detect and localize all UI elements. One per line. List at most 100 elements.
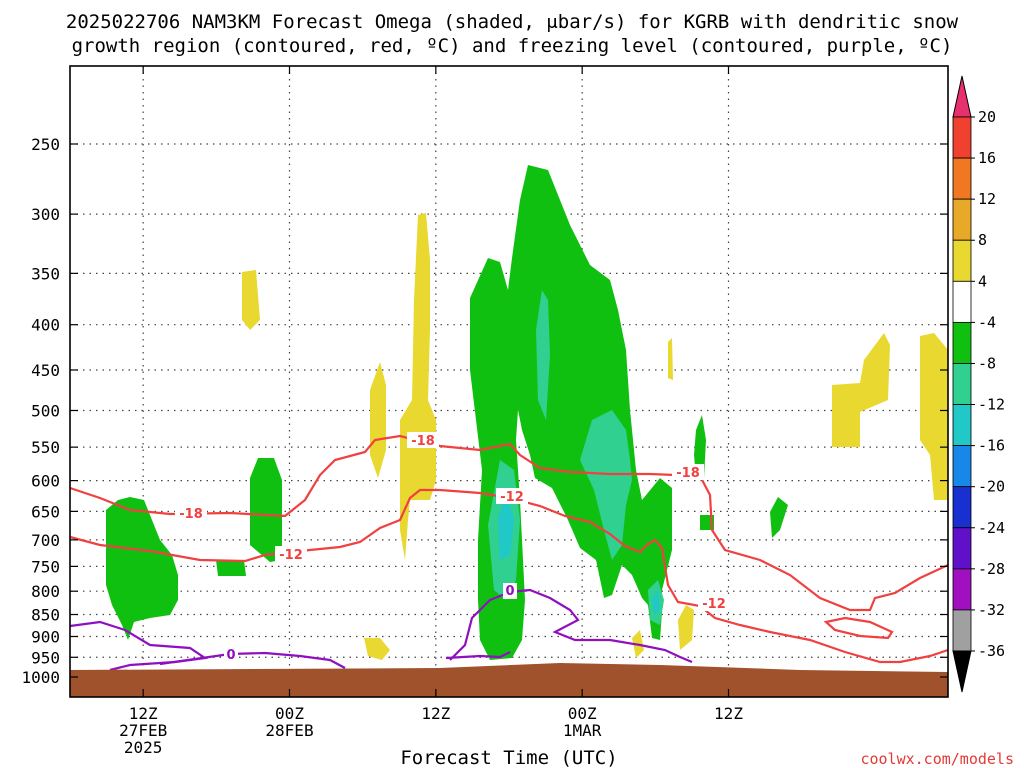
omega-region-teal	[536, 290, 550, 420]
contour-label-minus12: -12	[500, 490, 524, 505]
contour-labels: -18 -18 -18 -12 -12 -12 0 0	[175, 432, 730, 663]
y-tick-label: 350	[31, 264, 60, 283]
x-tick-label: 12Z	[129, 704, 158, 723]
pressure-gridlines	[70, 66, 948, 697]
colorbar-swatch	[952, 239, 972, 282]
freezing-level-contour	[159, 651, 346, 669]
omega-region-yellow	[364, 638, 390, 660]
contour-label-minus12: -12	[702, 597, 726, 612]
colorbar-label: -4	[978, 313, 996, 331]
colorbar-swatch	[952, 527, 972, 570]
colorbar-swatch	[952, 116, 972, 159]
x-tick-label: 12Z	[421, 704, 450, 723]
colorbar-label: 4	[978, 272, 987, 290]
colorbar-label: -24	[978, 519, 1005, 537]
omega-region-teal	[580, 410, 632, 560]
colorbar-label: -8	[978, 354, 996, 372]
omega-region-cyan	[652, 590, 660, 615]
colorbar-label: 12	[978, 190, 996, 208]
omega-region-yellow	[832, 333, 890, 447]
terrain-ground	[70, 663, 948, 697]
freezing-level-contours	[69, 588, 693, 672]
omega-region-yellow	[400, 213, 436, 560]
colorbar-label: 20	[978, 108, 996, 126]
colorbar-label: 8	[978, 231, 987, 249]
colorbar-swatch	[952, 404, 972, 447]
freezing-level-contour	[445, 651, 511, 660]
colorbar-swatch	[952, 486, 972, 529]
plot-frame	[69, 65, 949, 698]
isotherm-minus18-contour	[69, 434, 949, 612]
y-tick-label: 900	[31, 627, 60, 646]
y-tick-label: 550	[31, 438, 60, 457]
colorbar-swatch	[952, 321, 972, 364]
contour-label-minus18: -18	[179, 507, 203, 522]
omega-region-cyan	[498, 490, 514, 560]
x-tick-label: 1MAR	[563, 721, 602, 740]
colorbar-swatch	[952, 445, 972, 488]
dendritic-growth-contours	[69, 434, 949, 664]
omega-region-yellow	[678, 605, 694, 650]
isotherm-minus12-closed-contour	[823, 616, 894, 640]
y-tick-label: 250	[31, 135, 60, 154]
colorbar-top-arrow	[952, 75, 972, 118]
y-tick-label: 700	[31, 531, 60, 550]
x-axis-title: Forecast Time (UTC)	[400, 747, 617, 768]
contour-label-minus18: -18	[411, 434, 435, 449]
y-tick-label: 450	[31, 361, 60, 380]
omega-region-green	[694, 415, 706, 478]
contour-label-zero: 0	[226, 648, 235, 663]
colorbar: 20 16 12 8 4 -4 -8 -12 -16 -20 -24 -28 -32 -36	[952, 75, 1005, 693]
chart-title-line2: growth region (contoured, red, ºC) and f…	[72, 35, 953, 57]
omega-region-green	[216, 560, 246, 576]
colorbar-label: -36	[978, 642, 1005, 660]
colorbar-label: -20	[978, 478, 1005, 496]
colorbar-label: -28	[978, 560, 1005, 578]
y-tick-label: 300	[31, 205, 60, 224]
y-axis: 250 300 350 400 450 500 550 600 650 700 750 800 850 9…	[21, 135, 948, 687]
colorbar-swatch	[952, 280, 972, 323]
omega-region-yellow	[920, 333, 948, 500]
x-tick-label: 12Z	[714, 704, 743, 723]
source-credit: coolwx.com/models	[860, 750, 1014, 768]
colorbar-swatch	[952, 157, 972, 200]
y-tick-label: 950	[31, 648, 60, 667]
colorbar-bottom-arrow	[952, 650, 972, 693]
contour-label-zero: 0	[505, 584, 514, 599]
colorbar-swatch	[952, 363, 972, 405]
x-tick-label: 27FEB	[119, 721, 167, 740]
x-tick-label: 00Z	[275, 704, 304, 723]
x-tick-label: 28FEB	[265, 721, 313, 740]
contour-label-minus18: -18	[676, 466, 700, 481]
omega-region-green	[250, 458, 282, 562]
y-tick-label: 750	[31, 557, 60, 576]
chart-title-line1: 2025022706 NAM3KM Forecast Omega (shaded…	[66, 11, 959, 33]
y-tick-label: 400	[31, 316, 60, 335]
isotherm-minus12-contour	[69, 488, 949, 664]
colorbar-label: 16	[978, 149, 996, 167]
y-tick-label: 600	[31, 472, 60, 491]
y-tick-label: 1000	[21, 668, 60, 687]
y-tick-label: 500	[31, 402, 60, 421]
omega-region-green	[106, 497, 178, 640]
colorbar-label: -12	[978, 396, 1005, 414]
omega-region-yellow	[242, 270, 260, 330]
colorbar-swatch	[952, 609, 972, 652]
omega-shading	[106, 165, 948, 660]
y-tick-label: 850	[31, 606, 60, 625]
omega-region-yellow	[668, 338, 673, 380]
freezing-level-contour	[69, 620, 209, 672]
colorbar-swatch	[952, 568, 972, 611]
contour-label-minus12: -12	[279, 548, 303, 563]
y-tick-label: 800	[31, 582, 60, 601]
y-tick-label: 650	[31, 502, 60, 521]
omega-region-green	[770, 497, 788, 538]
colorbar-label: -16	[978, 437, 1005, 455]
colorbar-swatch	[952, 198, 972, 241]
freezing-level-contour	[449, 588, 693, 664]
omega-region-yellow	[370, 362, 386, 478]
x-tick-label: 2025	[124, 738, 163, 757]
colorbar-label: -32	[978, 601, 1005, 619]
